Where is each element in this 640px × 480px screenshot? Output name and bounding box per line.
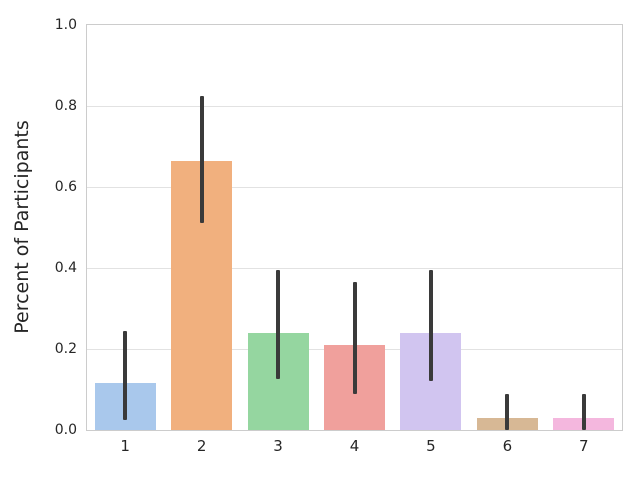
y-tick-label-0.8: 0.8 [54, 98, 77, 114]
x-tick-label-3: 3 [273, 437, 283, 455]
gridline-y-0.6 [87, 187, 622, 188]
gridline-y-0.8 [87, 106, 622, 107]
plot-area: 0.0 0.2 0.4 0.6 0.8 1.0 1 2 3 4 5 6 7 [55, 17, 623, 455]
gridline-y-0.4 [87, 268, 622, 269]
x-tick-label-2: 2 [196, 437, 207, 455]
y-axis-label: Percent of Participants [11, 120, 33, 334]
error-bar-category-4 [352, 282, 357, 394]
x-tick-label-7: 7 [579, 437, 589, 455]
y-tick-label-0.0: 0.0 [54, 422, 77, 438]
error-bar-category-1 [123, 330, 128, 420]
y-tick-label-0.6: 0.6 [54, 179, 77, 195]
error-bar-category-3 [276, 270, 281, 380]
y-tick-label-0.2: 0.2 [54, 341, 77, 357]
x-tick-label-1: 1 [120, 437, 130, 455]
x-tick-label-6: 6 [502, 437, 513, 455]
x-tick-label-5: 5 [426, 437, 436, 455]
error-bar-category-2 [199, 95, 204, 224]
error-bar-category-5 [428, 270, 433, 382]
x-tick-label-4: 4 [349, 437, 360, 455]
y-tick-label-1.0: 1.0 [54, 17, 77, 33]
error-bar-category-7 [581, 393, 586, 430]
y-tick-label-0.4: 0.4 [54, 260, 77, 276]
error-bar-category-6 [505, 393, 510, 430]
